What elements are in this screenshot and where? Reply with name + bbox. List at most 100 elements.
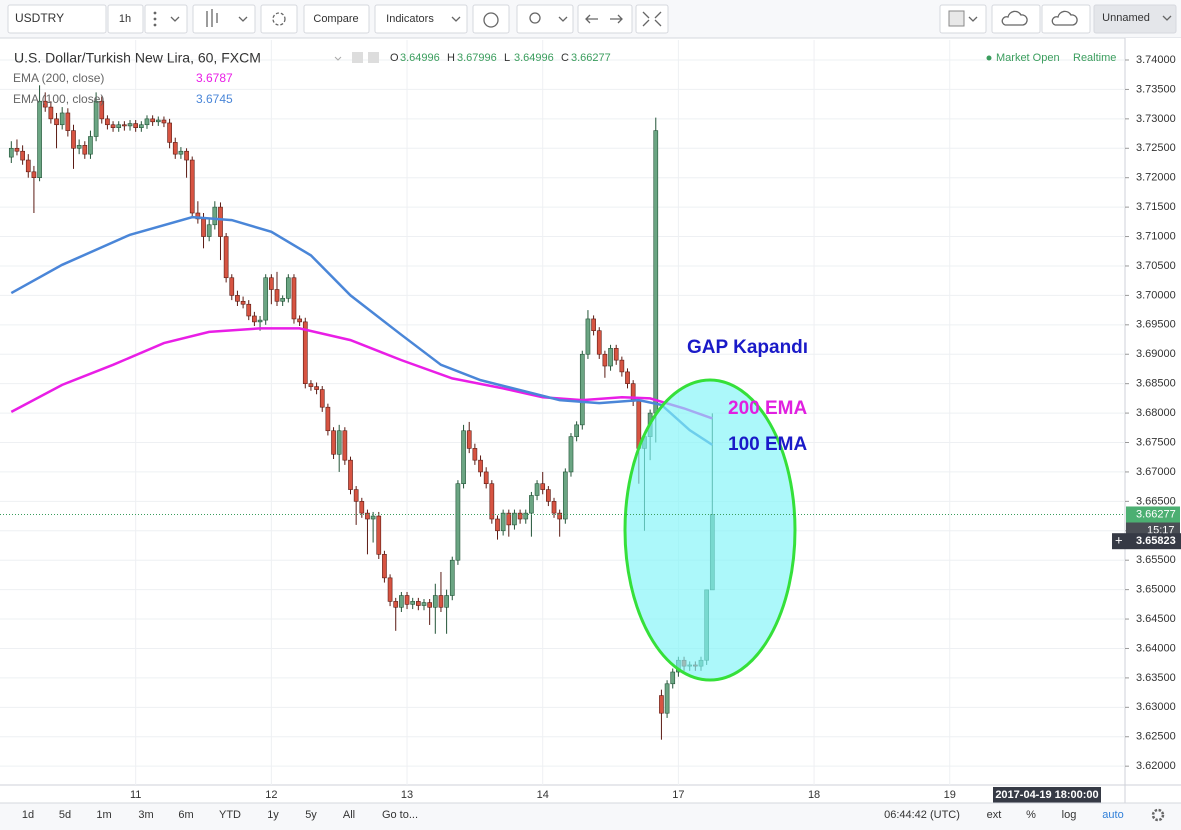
candle-body (20, 150, 25, 161)
candle-body (138, 124, 144, 128)
layout-name[interactable]: Unnamed (1102, 12, 1150, 24)
candle-body (155, 119, 161, 123)
range-button[interactable]: 3m (138, 809, 153, 821)
symbol-box[interactable] (7, 4, 107, 34)
dropdown-arrow (238, 16, 248, 22)
dropdown-arrow (334, 56, 342, 61)
settings-box[interactable] (260, 4, 298, 34)
candle-body (54, 118, 59, 126)
candle-body (195, 212, 201, 220)
candle-body (314, 386, 319, 390)
hint-box[interactable] (516, 4, 574, 34)
candle-body (71, 130, 76, 149)
crosshair-price: 3.65823 (1136, 535, 1176, 547)
more-box[interactable] (144, 4, 188, 34)
scale-option[interactable]: log (1062, 809, 1077, 821)
candle-body (529, 495, 534, 514)
indicators-box[interactable] (374, 4, 468, 34)
range-button[interactable]: 1m (96, 809, 111, 821)
ema-line (10, 327, 713, 420)
candle-body (93, 100, 99, 137)
settings-icon[interactable] (1151, 808, 1165, 822)
candle-body (285, 277, 291, 299)
symbol[interactable]: USDTRY (15, 11, 64, 25)
candle-body (670, 671, 676, 685)
plot-area: 3.62000 3.62500 3.63000 3.63500 3.64000 3.645… (0, 38, 1181, 803)
goto-button[interactable]: Go to... (382, 809, 418, 821)
y-tick-label: 3.62000 (1136, 760, 1176, 772)
y-tick-label: 3.72000 (1136, 172, 1176, 184)
annotation: 200 EMA (728, 398, 807, 419)
candle-body (461, 430, 466, 485)
range-button[interactable]: 5y (305, 809, 317, 821)
candle-body (348, 459, 353, 490)
candle-body (105, 118, 110, 126)
ohlc-value: 3.66277 (571, 52, 611, 64)
range-button[interactable]: 1y (267, 809, 279, 821)
layout-box[interactable] (1093, 4, 1177, 34)
candle-body (382, 554, 387, 579)
candle-body (546, 489, 551, 502)
candle-body (144, 118, 150, 126)
range-button[interactable]: All (343, 809, 355, 821)
candle-body (178, 150, 184, 155)
range-button[interactable]: 5d (59, 809, 71, 821)
indicators[interactable]: Indicators (386, 13, 434, 25)
candle-body (167, 122, 172, 143)
crosshair-time: 2017-04-19 18:00:00 (995, 789, 1098, 801)
ema-legend: EMA (200, close) (13, 71, 104, 85)
candle-body (235, 295, 240, 302)
candle-body (664, 683, 670, 714)
y-tick-label: 3.62500 (1136, 731, 1176, 743)
candle-body (189, 159, 195, 214)
undo-box[interactable] (577, 4, 633, 34)
gear-icon (272, 12, 286, 26)
scale-option[interactable]: ext (987, 809, 1002, 821)
chart-title: U.S. Dollar/Turkish New Lira, 60, FXCM (14, 50, 261, 66)
y-tick-label: 3.73000 (1136, 113, 1176, 125)
y-tick-label: 3.69000 (1136, 348, 1176, 360)
x-tick-label: 12 (265, 789, 277, 801)
fullscreen-icon (642, 11, 662, 27)
range-button[interactable]: 6m (178, 809, 193, 821)
candle-body (201, 218, 206, 237)
fullscreen-box[interactable] (635, 4, 669, 34)
candle-body (161, 119, 167, 124)
style-box[interactable] (192, 4, 256, 34)
candle-icon (206, 9, 218, 27)
load-box[interactable] (991, 4, 1041, 34)
candle-body (466, 430, 472, 449)
candle-body (252, 315, 257, 323)
bottom-controls: 1d 5d 1m 3m 6m YTD 1y 5y All Go to... 06:44:42 (UT… (22, 808, 1165, 822)
dropdown-arrow (968, 16, 978, 22)
candle-body (184, 150, 189, 161)
candle-body (257, 319, 263, 323)
ohlc-label: C (561, 52, 569, 64)
candle-body (122, 124, 127, 127)
compare-box[interactable] (303, 4, 370, 34)
x-tick-label: 17 (672, 789, 684, 801)
ohlc-value: 3.67996 (457, 52, 497, 64)
candle-body (240, 300, 246, 305)
candle-body (82, 145, 88, 155)
interval-box[interactable] (107, 4, 144, 34)
ohlc-label: H (447, 52, 455, 64)
y-tick-label: 3.66500 (1136, 495, 1176, 507)
candle-body (116, 124, 122, 128)
feed-status: Realtime (1073, 52, 1116, 64)
scale-option[interactable]: auto (1102, 809, 1123, 821)
candle-body (172, 142, 178, 155)
range-button[interactable]: 1d (22, 809, 34, 821)
interval[interactable]: 1h (119, 13, 131, 25)
save-box[interactable] (1041, 4, 1091, 34)
price-axis (1125, 38, 1181, 803)
range-button[interactable]: YTD (219, 809, 241, 821)
ohlc-value: 3.64996 (514, 52, 554, 64)
alert-box[interactable] (472, 4, 510, 34)
scale-option[interactable]: % (1026, 809, 1036, 821)
compare[interactable]: Compare (313, 13, 358, 25)
candle-body (206, 224, 212, 237)
candle-body (483, 471, 489, 485)
dropdown-arrow (1162, 15, 1172, 21)
